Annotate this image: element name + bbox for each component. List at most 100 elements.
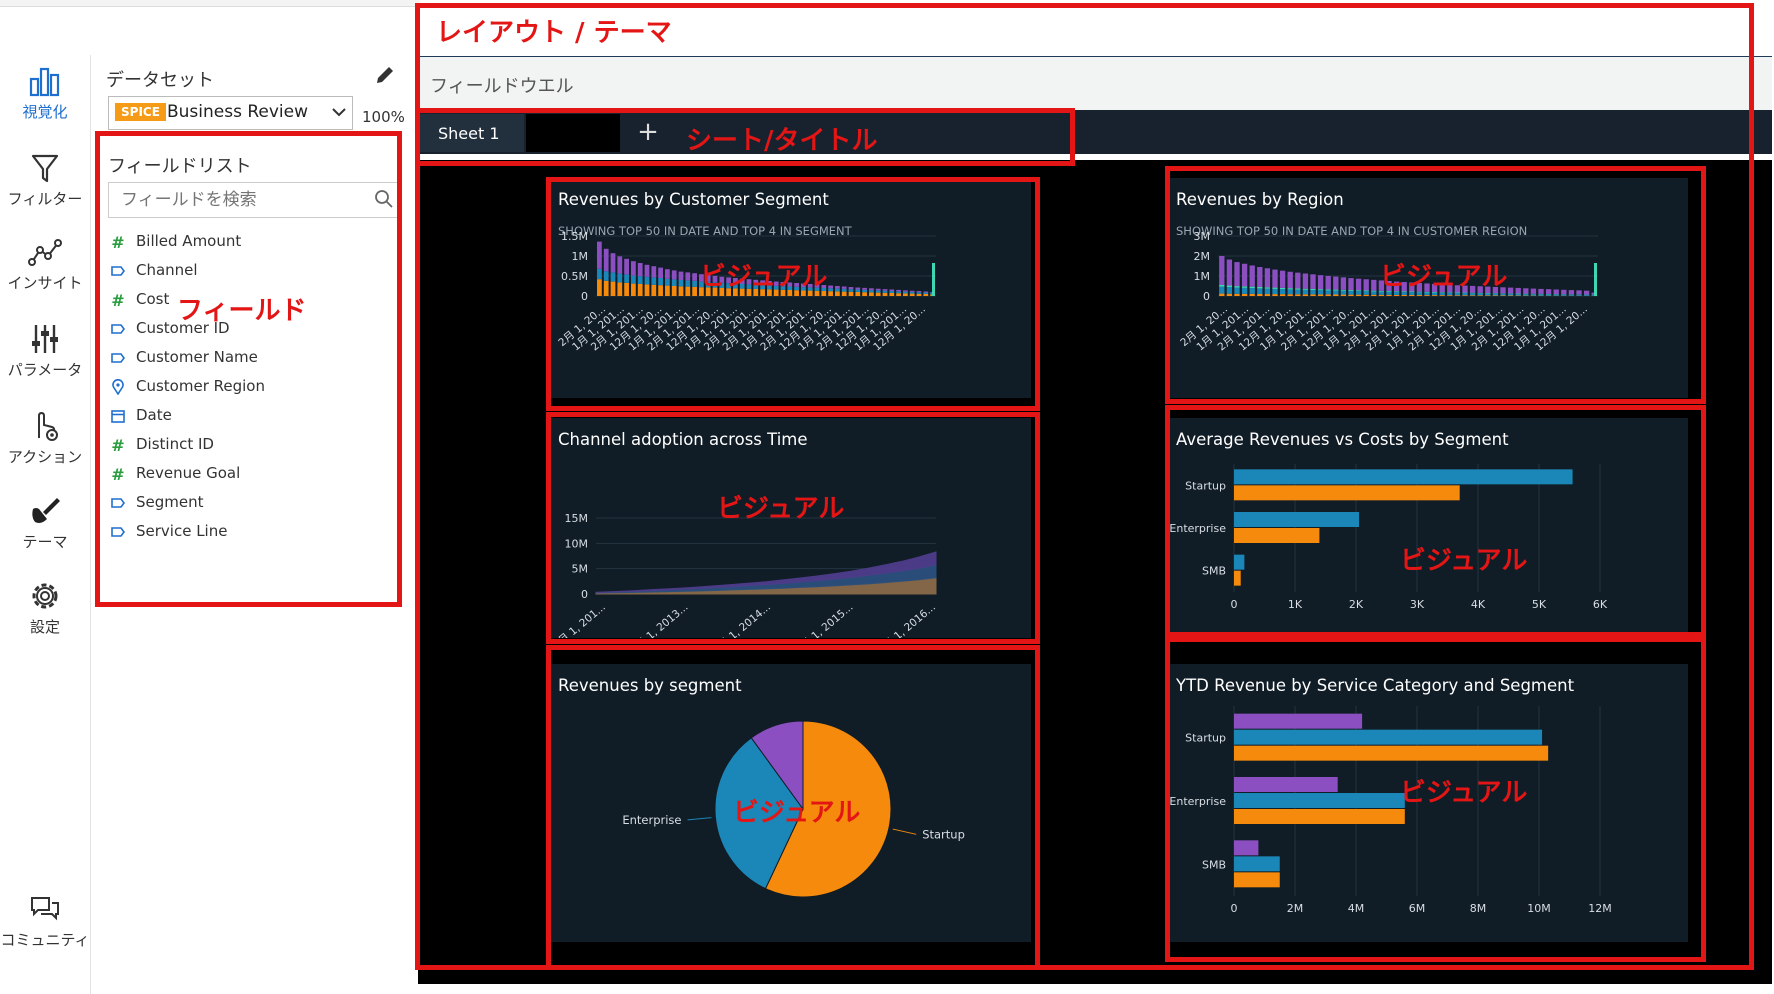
bar-segment <box>746 288 752 296</box>
y-tick-label: 0 <box>1203 290 1210 303</box>
rail-item-insight[interactable]: インサイト <box>0 238 90 293</box>
pie-slice <box>764 720 892 898</box>
x-tick-label: 2M <box>1287 902 1304 915</box>
highlight-bar <box>1594 263 1597 296</box>
bar-segment <box>855 292 861 296</box>
bar-segment <box>1272 287 1278 289</box>
rail-item-settings[interactable]: 設定 <box>0 580 90 637</box>
bar-segment <box>780 286 786 290</box>
bar-segment <box>712 275 718 283</box>
bar-segment <box>1310 294 1316 296</box>
bar-segment <box>1416 282 1423 292</box>
bar-segment <box>733 283 738 289</box>
y-tick-label: 0.5M <box>561 270 588 283</box>
bar-segment <box>1447 284 1453 293</box>
bar-segment <box>1523 288 1529 294</box>
bar-segment <box>610 253 616 273</box>
bar-segment <box>1279 294 1286 296</box>
analysis-title-bar <box>418 6 1772 54</box>
field-name: Distinct ID <box>136 435 214 453</box>
bar-segment <box>1401 294 1407 296</box>
field-search-input[interactable] <box>119 187 363 213</box>
bar-segment <box>1234 287 1240 294</box>
bar-segment <box>1348 290 1354 291</box>
visual-revenues-by-region[interactable]: Revenues by Region SHOWING TOP 50 IN DAT… <box>1166 178 1688 398</box>
field-well-bar[interactable] <box>418 56 1772 111</box>
bar-segment <box>909 293 915 296</box>
category-label: Enterprise <box>1169 795 1226 808</box>
bar-segment <box>1295 272 1301 289</box>
pencil-icon[interactable] <box>374 64 396 86</box>
bar-segment <box>807 290 813 296</box>
sheet-tab-spacer <box>526 114 620 152</box>
measure-hash-icon: # <box>111 437 124 453</box>
bar-segment <box>1371 294 1377 296</box>
rail-item-visualize[interactable]: 視覚化 <box>0 65 90 122</box>
bar-segment <box>719 282 725 288</box>
bar-segment <box>1409 295 1415 296</box>
field-name: Billed Amount <box>136 232 242 250</box>
bar-segment <box>1545 289 1552 294</box>
bar-segment <box>1378 294 1385 296</box>
visual-revenues-pie[interactable]: Revenues by segment Startup Enterprise <box>548 664 1031 942</box>
bar-segment <box>773 281 779 286</box>
tab-sheet-1[interactable]: Sheet 1 <box>420 114 524 152</box>
bar-segment <box>1492 286 1499 294</box>
bar-segment <box>1287 289 1293 295</box>
bar-segment <box>678 271 684 280</box>
bar-segment <box>1393 291 1400 292</box>
bar-segment <box>916 292 922 294</box>
bar-segment <box>903 290 908 292</box>
bar-segment <box>1378 291 1385 295</box>
field-name: Service Line <box>136 522 228 540</box>
field-name: Customer Region <box>136 377 265 395</box>
annotation-visual: ビジュアル <box>1380 262 1508 292</box>
bar-segment <box>617 256 623 274</box>
bar-segment <box>1355 278 1362 291</box>
bar-segment <box>835 286 840 289</box>
pie-label: Startup <box>922 827 965 841</box>
bar-segment <box>1416 292 1423 296</box>
bar-segment <box>610 281 616 296</box>
bar-segment <box>903 291 908 294</box>
bar-segment <box>1553 294 1559 296</box>
bar-segment <box>1310 290 1316 295</box>
bar-segment <box>678 286 684 296</box>
bar-segment <box>597 268 602 280</box>
visual-avg-revenues-vs-costs[interactable]: Average Revenues vs Costs by Segment 0 1K… <box>1166 418 1688 638</box>
bar-segment <box>1226 293 1233 296</box>
rail-item-theme[interactable]: テーマ <box>0 495 90 552</box>
bar-segment <box>1576 294 1582 296</box>
rail-label: パラメータ <box>7 361 83 379</box>
bar-segment <box>1348 291 1354 295</box>
bar-segment <box>882 290 888 293</box>
bar-segment <box>807 284 813 288</box>
bar-segment <box>1454 285 1461 293</box>
rail-item-community[interactable]: コミュニティ <box>0 895 90 950</box>
bar-segment <box>603 248 609 272</box>
bar-segment <box>1409 292 1415 295</box>
bar-segment <box>617 273 623 283</box>
visual-revenues-by-segment-bars[interactable]: Revenues by Customer Segment SHOWING TOP… <box>548 178 1031 398</box>
bar-segment <box>1378 280 1385 291</box>
dataset-label: データセット <box>106 70 214 91</box>
x-tick-label: 4K <box>1471 598 1486 611</box>
bar <box>1234 570 1241 586</box>
bar-segment <box>767 285 772 290</box>
bar-segment <box>1257 267 1263 287</box>
bar-segment <box>1302 294 1309 296</box>
visual-ytd-revenue[interactable]: YTD Revenue by Service Category and Segm… <box>1166 664 1688 942</box>
field-name: Cost <box>136 290 170 308</box>
visual-channel-adoption[interactable]: Channel adoption across Time 15M 10M 5M 0 1月… <box>548 418 1031 638</box>
bar-segment <box>705 275 711 282</box>
rail-item-parameters[interactable]: パラメータ <box>0 323 90 380</box>
add-sheet-button[interactable]: + <box>637 117 659 147</box>
highlight-bar <box>932 263 935 296</box>
bar-segment <box>869 288 874 291</box>
dataset-select[interactable]: SPICE Business Review <box>108 96 353 130</box>
bar-segment <box>1340 277 1347 290</box>
rail-item-actions[interactable]: アクション <box>0 410 90 467</box>
dimension-tag-icon <box>111 266 125 276</box>
rail-item-filter[interactable]: フィルター <box>0 152 90 209</box>
visual-title: Average Revenues vs Costs by Segment <box>1176 430 1509 449</box>
